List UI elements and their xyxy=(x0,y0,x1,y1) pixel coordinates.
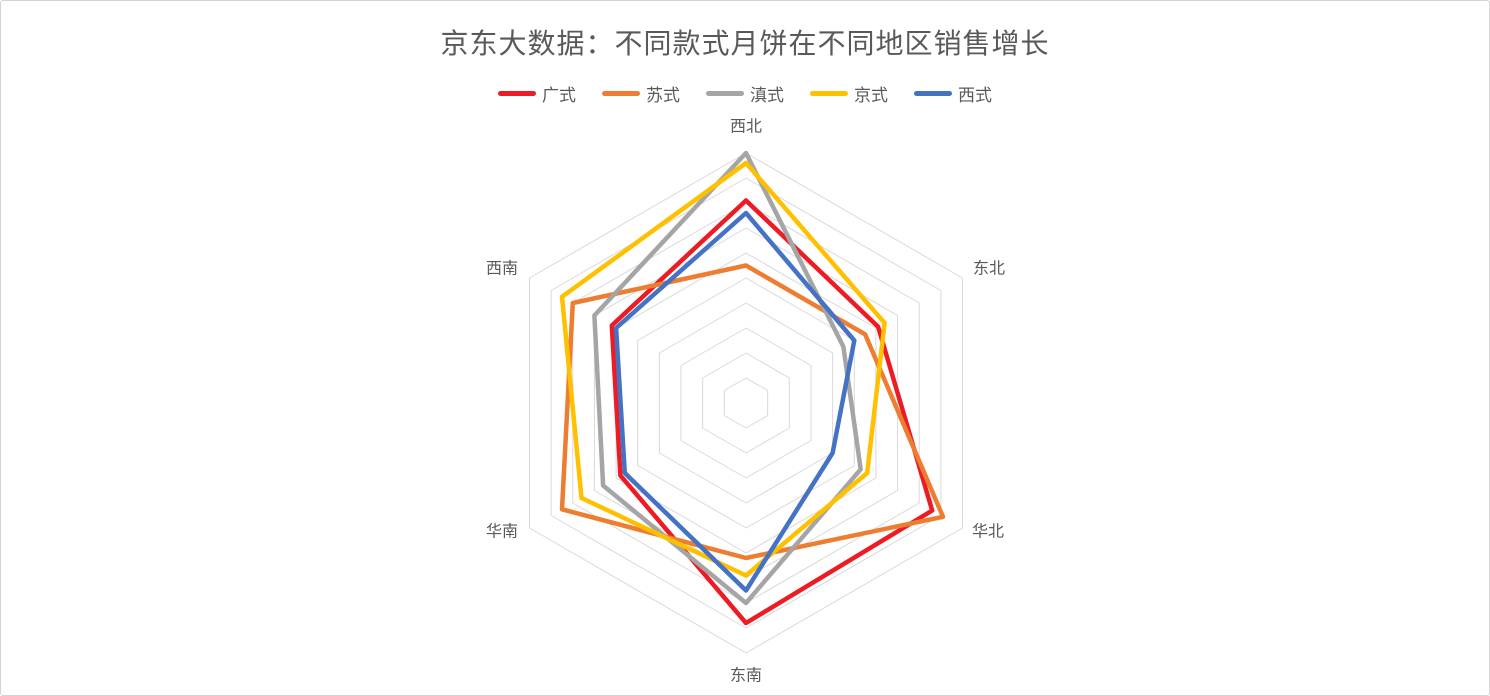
legend-item-西式[interactable]: 西式 xyxy=(914,81,992,106)
axis-label-华北: 华北 xyxy=(972,523,1004,541)
series-line-滇式 xyxy=(592,150,863,606)
legend: 广式 苏式 滇式 京式 西式 xyxy=(1,81,1489,106)
grid-ring-10 xyxy=(529,152,963,654)
legend-label: 京式 xyxy=(854,86,888,105)
axis-label-东北: 东北 xyxy=(973,260,1005,278)
legend-item-苏式[interactable]: 苏式 xyxy=(602,81,680,106)
legend-item-京式[interactable]: 京式 xyxy=(810,81,888,106)
chart-title: 京东大数据：不同款式月饼在不同地区销售增长 xyxy=(440,28,1050,59)
axis-label-西南: 西南 xyxy=(486,260,518,278)
grid-ring-1 xyxy=(723,377,769,429)
legend-label: 苏式 xyxy=(646,86,680,105)
legend-label: 西式 xyxy=(958,86,992,105)
legend-swatch-icon xyxy=(498,91,536,96)
grid-ring-4 xyxy=(658,302,834,504)
series-line-广式 xyxy=(609,198,935,626)
grid-ring-9 xyxy=(550,177,942,629)
series-line-苏式 xyxy=(559,263,946,561)
axis-label-东南: 东南 xyxy=(730,667,762,685)
legend-swatch-icon xyxy=(914,91,952,96)
legend-swatch-icon xyxy=(602,91,640,96)
legend-item-滇式[interactable]: 滇式 xyxy=(706,81,784,106)
legend-swatch-icon xyxy=(706,91,744,96)
legend-item-广式[interactable]: 广式 xyxy=(498,81,576,106)
legend-label: 广式 xyxy=(542,86,576,105)
grid-ring-8 xyxy=(572,202,920,604)
axis-label-西北: 西北 xyxy=(730,118,762,136)
grid-ring-5 xyxy=(637,277,855,529)
legend-label: 滇式 xyxy=(750,86,784,105)
series-line-西式 xyxy=(613,210,857,593)
axis-label-华南: 华南 xyxy=(486,523,518,541)
legend-swatch-icon xyxy=(810,91,848,96)
grid-ring-2 xyxy=(702,352,790,454)
grid-ring-6 xyxy=(615,252,877,554)
series-line-京式 xyxy=(559,160,887,578)
grid-ring-3 xyxy=(680,327,812,479)
